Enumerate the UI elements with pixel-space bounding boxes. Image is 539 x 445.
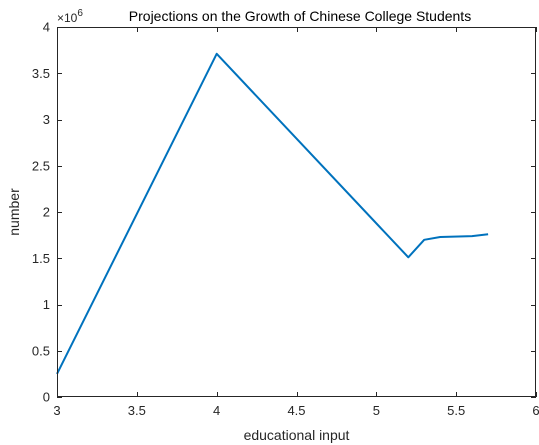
y-tick-label: 1.5 [32,251,50,266]
y-axis-exponent-value: 6 [77,8,83,19]
chart-title: Projections on the Growth of Chinese Col… [129,8,471,24]
y-axis-multiplier: ×10 [57,11,78,25]
x-axis-label: educational input [244,427,350,443]
y-tick-label: 1 [43,297,50,312]
y-tick-label: 3.5 [32,66,50,81]
y-tick-label: 0 [43,390,50,405]
y-axis-label: number [6,188,22,236]
x-tick-label: 5 [373,403,380,418]
x-tick-label: 4 [213,403,220,418]
y-tick-label: 0.5 [32,343,50,358]
y-tick-label: 3 [43,112,50,127]
plot-area [57,27,536,397]
x-tick-label: 3.5 [128,403,146,418]
x-tick-label: 4.5 [287,403,305,418]
x-tick-label: 6 [532,403,539,418]
x-tick-label: 5.5 [447,403,465,418]
y-tick-label: 2.5 [32,158,50,173]
tick-labels-layer: 3 3.5 4 4.5 5 5.5 6 0 0.5 1 1.5 2 2.5 3 3.5 4 [32,20,539,419]
x-tick-label: 3 [53,403,60,418]
plot-frame [57,27,536,397]
y-axis-exponent: ×106 [57,8,83,25]
series-line [56,52,489,375]
y-tick-label: 2 [43,205,50,220]
y-tick-label: 4 [43,20,50,35]
